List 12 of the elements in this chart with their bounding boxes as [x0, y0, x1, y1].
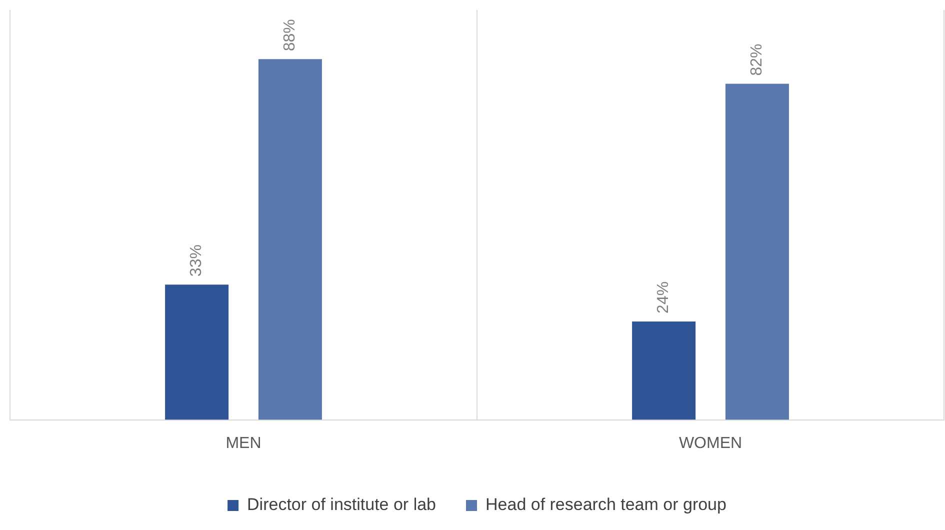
legend-label: Head of research team or group	[486, 495, 726, 514]
x-tick-label: MEN	[226, 434, 262, 452]
bar	[258, 59, 322, 420]
bar	[632, 321, 696, 420]
data-label: 82%	[748, 44, 766, 76]
x-tick-label: WOMEN	[678, 434, 742, 452]
data-label: 33%	[188, 244, 206, 277]
data-label: 24%	[655, 281, 672, 314]
bar	[165, 284, 229, 420]
data-label: 88%	[282, 19, 299, 52]
bar	[725, 84, 789, 420]
legend-label: Director of institute or lab	[247, 495, 436, 514]
